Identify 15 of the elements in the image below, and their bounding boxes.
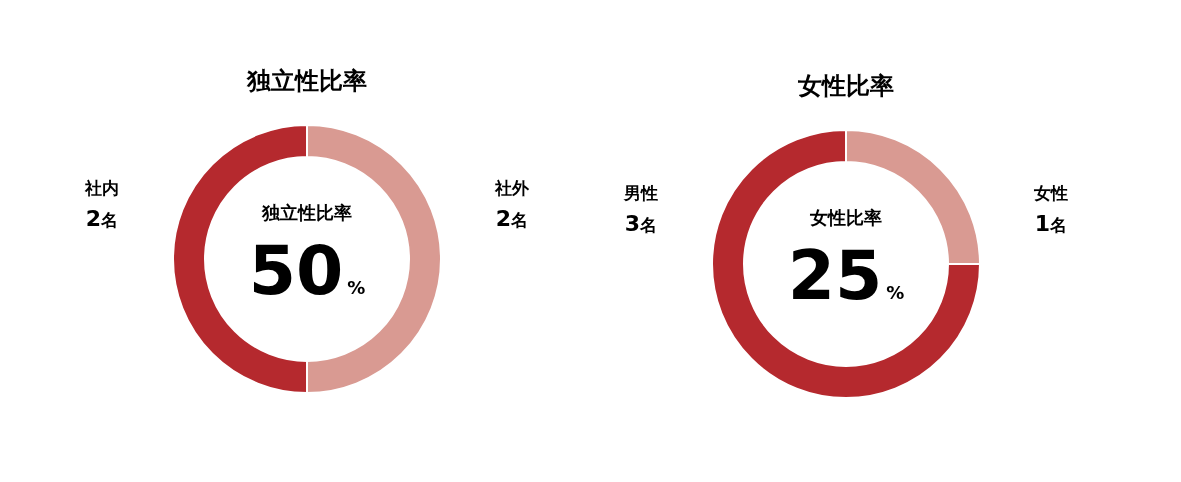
data-label: 2名 (495, 206, 529, 231)
slice-label: 社外 (494, 178, 530, 198)
data-label: 2名 (85, 206, 119, 231)
text: 50% (248, 231, 366, 310)
text: 25% (787, 236, 905, 315)
donut-slice (711, 129, 981, 399)
chart-title: 女性比率 (797, 72, 894, 100)
slice-label: 女性 (1033, 183, 1068, 203)
text: 独立性比率 (261, 202, 352, 223)
slice-label: 社内 (84, 178, 119, 198)
data-label: 3名 (624, 211, 658, 236)
data-label: 1名 (1034, 211, 1068, 236)
chart-title: 独立性比率 (246, 67, 367, 95)
text: 女性比率 (809, 207, 882, 228)
slice-label: 男性 (623, 183, 658, 203)
